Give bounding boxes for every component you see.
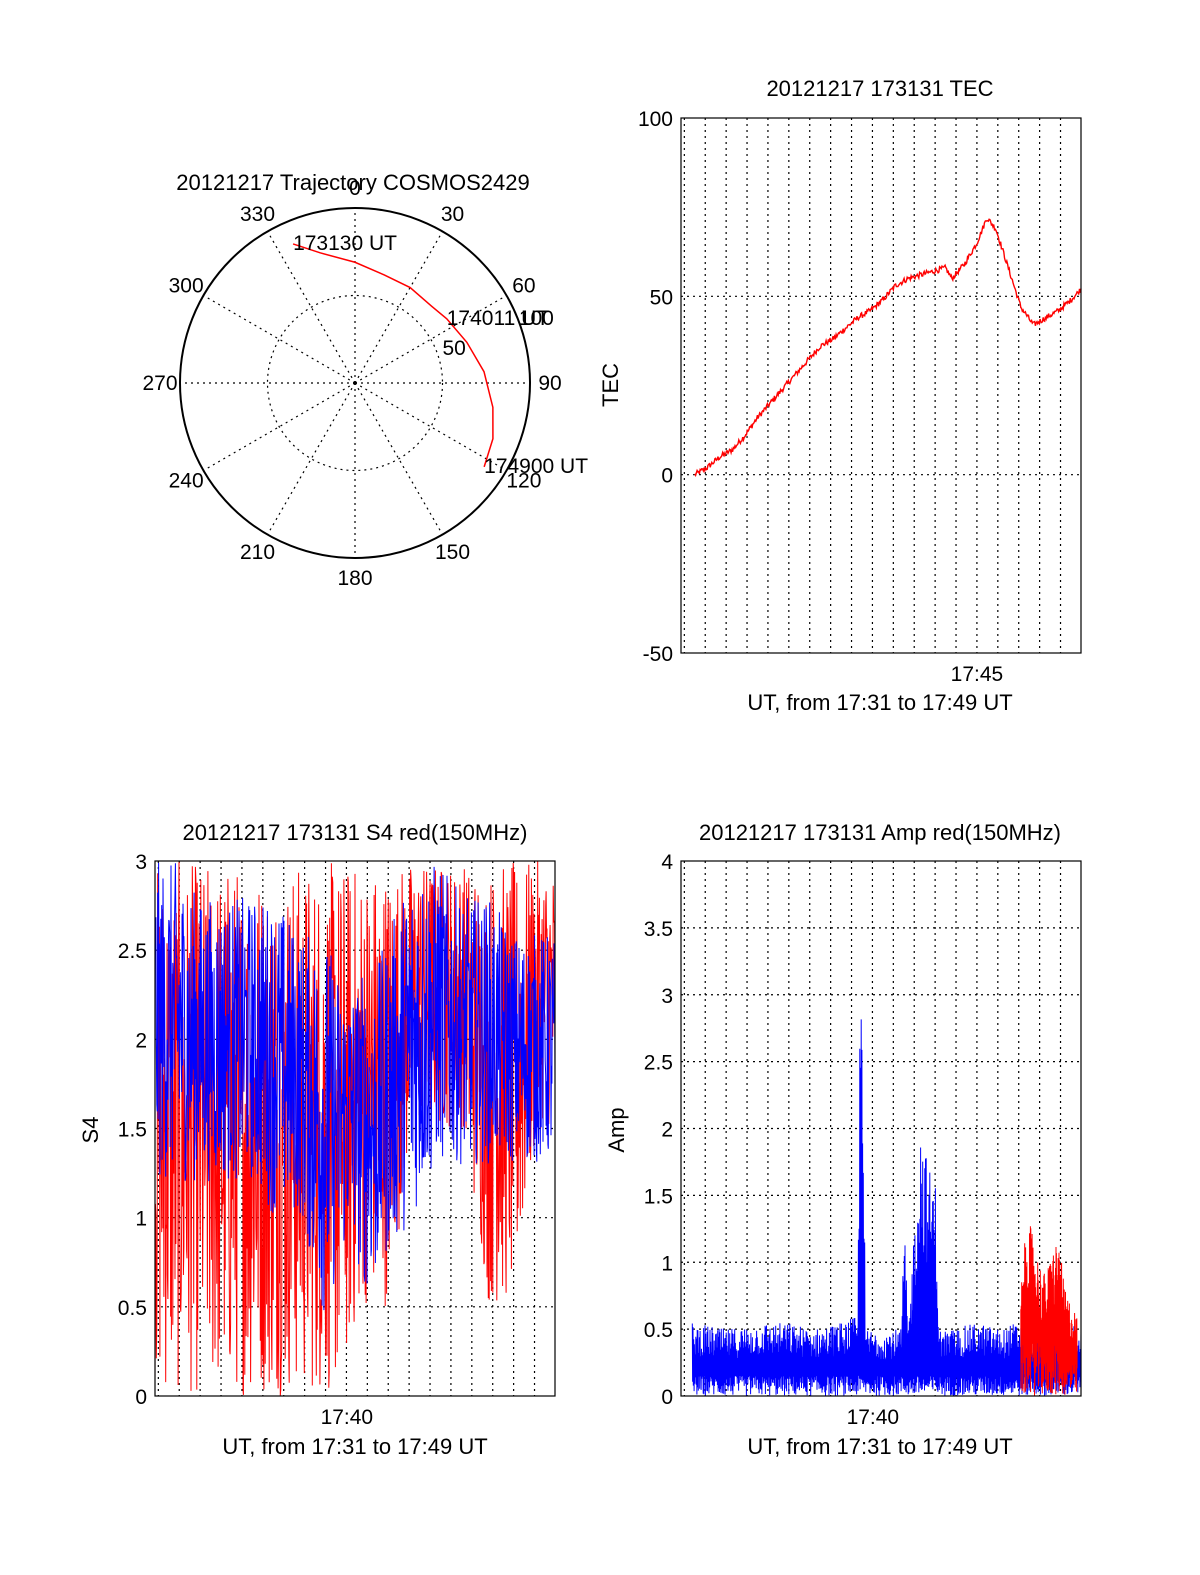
tec-title: 20121217 173131 TEC: [766, 76, 993, 101]
polar-grid: [179, 207, 531, 559]
amp-grid: [681, 861, 1081, 1396]
y-tick-label: 3.5: [644, 918, 673, 941]
y-tick-label: 50: [650, 286, 673, 309]
polar-angle-label: 180: [337, 567, 372, 590]
s4-xlabel: UT, from 17:31 to 17:49 UT: [222, 1434, 487, 1459]
y-tick-label: 4: [661, 851, 673, 874]
y-tick-label: 2.5: [118, 940, 147, 963]
polar-annotation: 174011 UT: [447, 307, 550, 330]
x-tick-label: 17:40: [321, 1406, 374, 1429]
polar-spoke: [266, 231, 356, 384]
tec-frame: [680, 117, 1082, 654]
trajectory-polar-plot: 20121217 Trajectory COSMOS2429 0 30 60 90 12…: [142, 170, 588, 590]
y-tick-label: 100: [638, 108, 673, 131]
polar-radius-labels: 50 100: [442, 307, 553, 360]
y-tick-label: 3: [661, 985, 673, 1008]
tec-grid: [681, 118, 1081, 653]
polar-angle-label: 300: [169, 275, 204, 298]
y-tick-label: 2: [135, 1029, 147, 1052]
s4-frame: [154, 860, 556, 1397]
s4-title: 20121217 173131 S4 red(150MHz): [183, 820, 528, 845]
polar-spoke: [354, 382, 507, 472]
s4-tick-labels: 0 0.5 1 1.5 2 2.5 3 17:40: [118, 851, 373, 1429]
polar-angle-label: 30: [441, 203, 464, 226]
polar-angle-label: 90: [538, 372, 561, 395]
polar-angle-labels: 0 30 60 90 120 150 180 210 240 270 300 330: [142, 177, 561, 590]
polar-title: 20121217 Trajectory COSMOS2429: [176, 170, 529, 195]
amp-frame: [680, 860, 1082, 1397]
y-tick-label: 0.5: [118, 1297, 147, 1320]
polar-angle-label: 210: [240, 541, 275, 564]
s4-series-line: [154, 861, 556, 1396]
y-tick-label: 0: [135, 1386, 147, 1409]
polar-spoke: [203, 294, 356, 384]
polar-angle-label: 330: [240, 203, 275, 226]
s4-plot: 20121217 173131 S4 red(150MHz) UT, from …: [78, 820, 556, 1459]
tec-xlabel: UT, from 17:31 to 17:49 UT: [747, 690, 1012, 715]
polar-spoke: [266, 382, 356, 535]
amp-series-line: [691, 1019, 1082, 1397]
polar-angle-label: 270: [142, 372, 177, 395]
amp-ylabel: Amp: [604, 1107, 629, 1152]
s4-ylabel: S4: [78, 1117, 103, 1144]
polar-angle-label: 240: [169, 470, 204, 493]
y-tick-label: 1: [135, 1208, 147, 1231]
y-tick-label: 1.5: [644, 1185, 673, 1208]
y-tick-label: 2.5: [644, 1052, 673, 1075]
y-tick-label: 2: [661, 1119, 673, 1142]
amp-series-line: [1020, 1226, 1078, 1396]
s4-series: [154, 861, 556, 1396]
y-tick-label: 0.5: [644, 1319, 673, 1342]
amp-tick-labels: 0 0.5 1 1.5 2 2.5 3 3.5 4 17:40: [644, 851, 899, 1429]
y-tick-label: 1.5: [118, 1119, 147, 1142]
polar-spoke: [354, 382, 444, 535]
polar-angle-label: 0: [349, 177, 361, 200]
polar-spoke: [203, 382, 356, 472]
polar-inner-circle: [266, 294, 444, 472]
amp-title: 20121217 173131 Amp red(150MHz): [699, 820, 1061, 845]
polar-radius-label: 100: [519, 307, 554, 330]
polar-radius-label: 50: [442, 337, 465, 360]
y-tick-label: 1: [661, 1252, 673, 1275]
amp-plot: 20121217 173131 Amp red(150MHz) UT, from…: [604, 820, 1082, 1459]
polar-spoke: [354, 294, 507, 384]
y-tick-label: 0: [661, 465, 673, 488]
s4-series-line: [154, 862, 556, 1311]
polar-annotation: 174900 UT: [484, 455, 588, 478]
x-tick-label: 17:45: [951, 663, 1004, 686]
tec-series-line: [694, 218, 1082, 478]
polar-trajectory: [292, 243, 494, 468]
polar-angle-label: 120: [506, 470, 541, 493]
polar-trajectory-line: [292, 243, 494, 468]
amp-series: [691, 1019, 1082, 1397]
tec-ylabel: TEC: [598, 363, 623, 407]
amp-xlabel: UT, from 17:31 to 17:49 UT: [747, 1434, 1012, 1459]
y-tick-label: -50: [643, 643, 673, 666]
y-tick-label: 0: [661, 1386, 673, 1409]
polar-angle-label: 150: [435, 541, 470, 564]
polar-spoke: [354, 231, 444, 384]
tec-series: [694, 218, 1082, 478]
tec-plot: 20121217 173131 TEC UT, from 17:31 to 17…: [598, 76, 1082, 715]
polar-angle-label: 60: [512, 275, 535, 298]
polar-annotations: 173130 UT 174011 UT 174900 UT: [293, 232, 588, 478]
y-tick-label: 3: [135, 851, 147, 874]
tec-tick-labels: -50 0 50 100 17:45: [638, 108, 1003, 686]
x-tick-label: 17:40: [847, 1406, 900, 1429]
polar-annotation: 173130 UT: [293, 232, 397, 255]
